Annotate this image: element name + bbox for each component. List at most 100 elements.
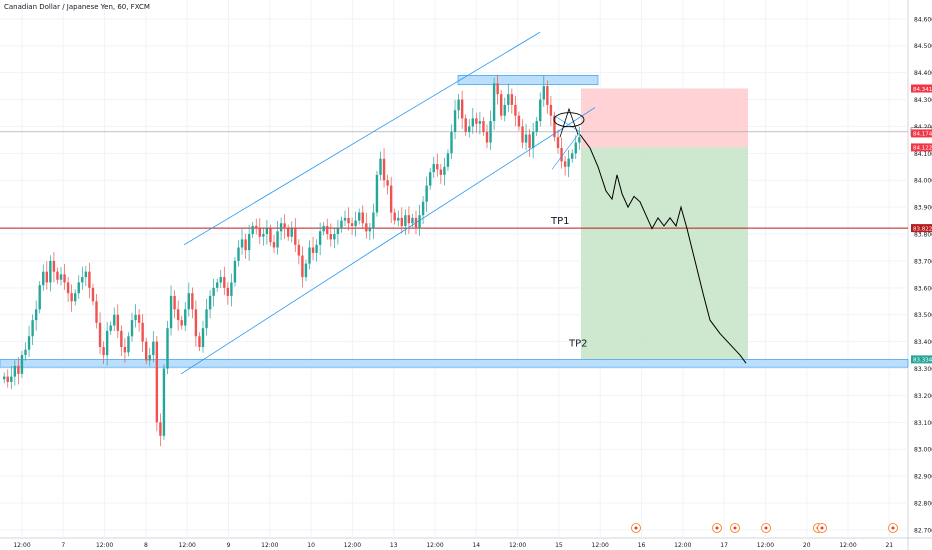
candle-body[interactable] [42,271,45,286]
candle-body[interactable] [130,320,134,337]
candle-body[interactable] [208,295,212,310]
candle-body[interactable] [322,225,325,232]
candle-body[interactable] [283,223,286,229]
candle-body[interactable] [414,217,418,229]
candle-body[interactable] [517,115,521,127]
highlight-ellipse[interactable] [553,112,585,128]
candle-body[interactable] [457,99,460,111]
candle-body[interactable] [63,274,66,283]
candle-body[interactable] [343,217,347,221]
candle-body[interactable] [443,166,446,175]
candle-body[interactable] [468,126,471,132]
candle-body[interactable] [10,376,13,382]
candle-body[interactable] [421,201,425,216]
candle-body[interactable] [574,142,577,154]
candle-body[interactable] [531,131,535,148]
candle-body[interactable] [105,330,109,356]
candle-body[interactable] [333,234,336,240]
candle-body[interactable] [20,355,24,374]
candle-body[interactable] [176,309,180,321]
candle-body[interactable] [478,121,482,124]
candle-body[interactable] [34,309,38,321]
candle-body[interactable] [365,223,368,232]
candle-body[interactable] [145,341,148,361]
candle-body[interactable] [247,234,251,251]
candle-body[interactable] [201,328,205,348]
channel-lower-line[interactable] [180,107,596,375]
candle-body[interactable] [152,341,155,356]
candle-body[interactable] [304,263,308,278]
candle-body[interactable] [113,314,116,326]
candle-body[interactable] [492,83,496,122]
candle-body[interactable] [297,244,301,256]
candle-body[interactable] [432,164,435,173]
candle-body[interactable] [148,355,151,361]
candle-body[interactable] [262,234,265,237]
stop-loss-zone[interactable] [581,88,748,148]
support-band[interactable] [0,359,909,368]
candle-body[interactable] [485,131,489,143]
candle-body[interactable] [425,185,428,202]
candle-body[interactable] [535,121,538,132]
candle-body[interactable] [244,239,247,251]
candle-body[interactable] [13,365,17,377]
candle-body[interactable] [134,314,137,321]
candle-body[interactable] [184,309,187,326]
candle-body[interactable] [386,180,389,186]
candle-body[interactable] [542,86,545,100]
candle-body[interactable] [347,217,350,224]
candle-body[interactable] [24,349,27,356]
candle-body[interactable] [120,330,123,348]
candle-body[interactable] [279,223,283,232]
candle-body[interactable] [507,94,510,105]
candle-body[interactable] [216,282,219,288]
candle-body[interactable] [393,212,396,221]
candle-body[interactable] [496,83,499,95]
candle-body[interactable] [429,172,432,186]
candle-body[interactable] [389,185,393,213]
candle-body[interactable] [450,131,453,154]
candle-body[interactable] [38,285,41,310]
candle-body[interactable] [503,104,506,116]
candle-body[interactable] [88,271,91,288]
candle-body[interactable] [368,228,372,232]
candle-body[interactable] [571,153,574,159]
candle-body[interactable] [81,277,84,283]
candle-body[interactable] [407,215,411,224]
plot-area[interactable] [0,0,908,538]
candle-body[interactable] [162,368,166,436]
candle-body[interactable] [436,164,439,170]
candle-body[interactable] [70,293,73,302]
candle-body[interactable] [397,217,400,221]
candle-body[interactable] [269,228,272,243]
candle-body[interactable] [475,118,478,124]
candle-body[interactable] [411,217,414,224]
candle-body[interactable] [290,228,293,237]
candle-body[interactable] [74,293,77,302]
price-axis[interactable]: 84.600 84.500 84.400 84.300 84.200 84.100 84.0… [910,16,932,534]
candle-body[interactable] [329,234,332,240]
candle-body[interactable] [230,282,233,296]
candle-body[interactable] [84,271,88,278]
candle-body[interactable] [198,336,201,348]
candle-body[interactable] [546,86,549,105]
candle-body[interactable] [109,325,112,331]
candle-body[interactable] [471,118,474,127]
candle-body[interactable] [294,228,297,245]
candle-body[interactable] [45,271,48,283]
candle-body[interactable] [482,121,485,132]
candle-body[interactable] [340,220,343,229]
candle-body[interactable] [453,110,457,132]
candle-body[interactable] [567,158,570,167]
candle-body[interactable] [180,320,183,326]
candle-body[interactable] [191,293,194,310]
candle-body[interactable] [318,231,322,245]
channel-upper-line[interactable] [183,31,541,246]
candle-body[interactable] [59,274,63,280]
candle-body[interactable] [382,158,386,181]
candle-body[interactable] [159,422,162,436]
candle-body[interactable] [194,309,198,337]
candle-body[interactable] [460,99,464,119]
candle-body[interactable] [17,365,20,374]
